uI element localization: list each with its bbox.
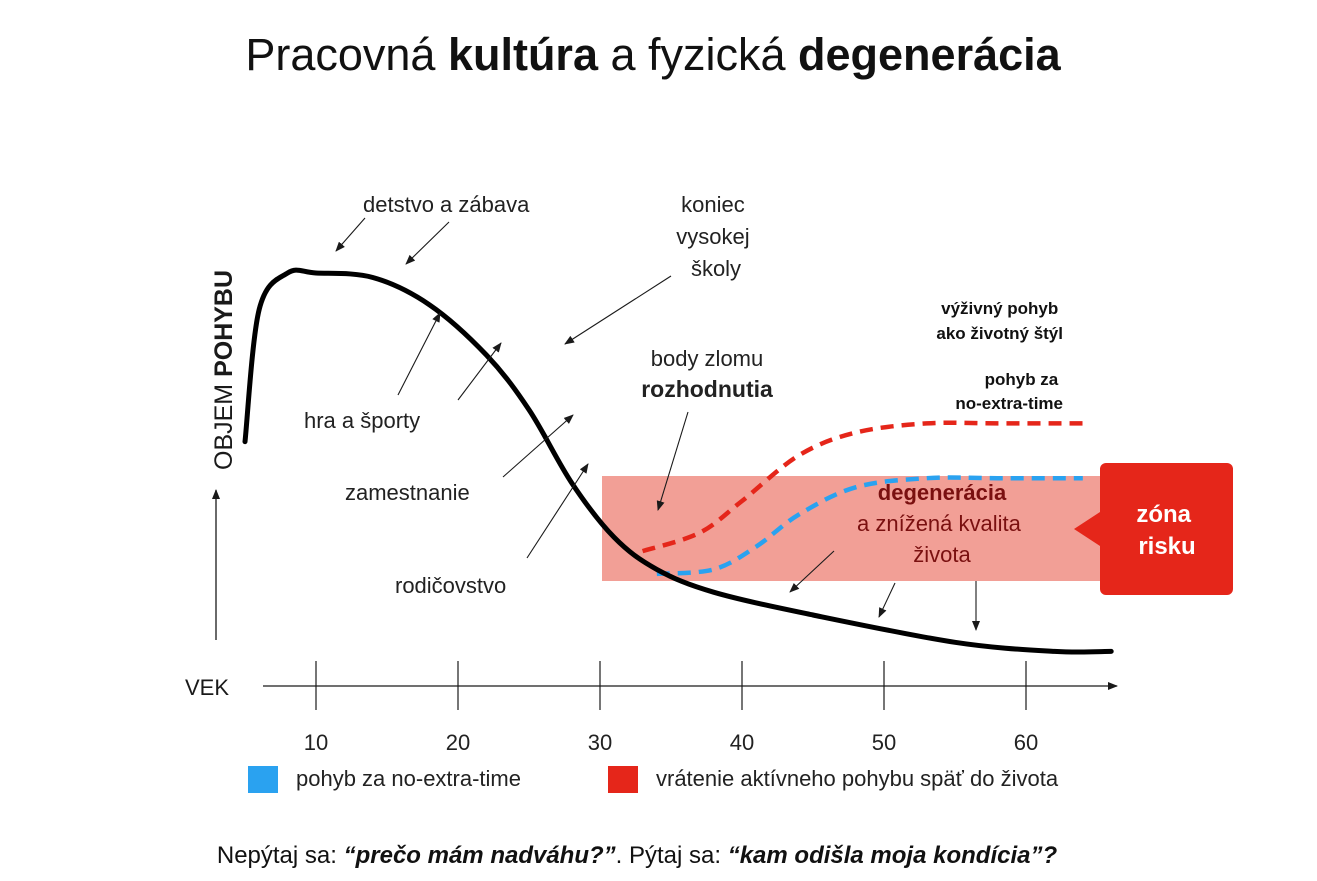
legend: pohyb za no-extra-time vrátenie aktívneh… [248,766,1059,793]
annotation-rozhodnutia: rozhodnutia [641,376,773,402]
title-part-3: a fyzická [598,29,798,80]
title-part-4: degenerácia [798,29,1062,80]
annotation-znizena: a znížená kvalita života [857,511,1027,567]
arrow-zamestnanie [502,414,574,478]
x-ticks-group: 10 20 30 40 50 60 [304,661,1038,755]
annotation-degeneracia: degenerácia [878,480,1007,505]
zona-risku-label: zóna risku [1136,501,1197,560]
arrow-zone-1 [789,550,835,593]
arrow-zone-2 [878,582,896,618]
page-title: Pracovná kultúra a fyzická degenerácia [245,29,1061,80]
legend-swatch-red [608,766,638,793]
legend-swatch-blue [248,766,278,793]
red-dashed-curve [641,420,1083,554]
annotation-arrows [335,217,980,631]
annotation-body-zlomu: body zlomu [651,346,764,371]
y-axis-label: OBJEM POHYBU [210,270,238,470]
title-part-2: kultúra [448,29,599,80]
x-tick-label-40: 40 [730,730,754,755]
series-group [242,267,1114,655]
zona-risku-callout: zóna risku [1074,463,1233,595]
x-tick-label-50: 50 [872,730,896,755]
x-tick-label-30: 30 [588,730,612,755]
arrow-body-zlomu [656,411,689,511]
annotation-rodicovstvo: rodičovstvo [395,573,506,598]
annotation-hra: hra a športy [304,408,420,433]
arrow-koniec [564,275,672,345]
annotation-pohyb-za: pohyb za no-extra-time [955,370,1063,413]
arrow-hra-right [457,342,502,401]
blue-dashed-curve [656,475,1083,577]
annotation-zamestnanie: zamestnanie [345,480,470,505]
arrow-rodicovstvo [526,463,589,559]
footer-text: Nepýtaj sa: “prečo mám nadváhu?”. Pýtaj … [217,842,1058,869]
arrow-hra-left [397,312,441,396]
x-axis-label: VEK [185,675,229,700]
arrow-detstvo-right [405,221,450,265]
title-part-1: Pracovná [245,29,448,80]
annotation-vyzivny: výživný pohyb ako životný štýl [936,299,1063,343]
main-curve [242,267,1114,655]
legend-label-blue: pohyb za no-extra-time [296,766,521,791]
x-tick-label-60: 60 [1014,730,1038,755]
arrow-detstvo-left [335,217,366,252]
x-tick-label-10: 10 [304,730,328,755]
annotation-koniec: koniec vysokej školy [676,192,755,281]
annotation-detstvo: detstvo a zábava [363,192,530,217]
x-tick-label-20: 20 [446,730,470,755]
risk-zone-band [602,476,1116,581]
legend-label-red: vrátenie aktívneho pohybu späť do života [656,766,1059,791]
